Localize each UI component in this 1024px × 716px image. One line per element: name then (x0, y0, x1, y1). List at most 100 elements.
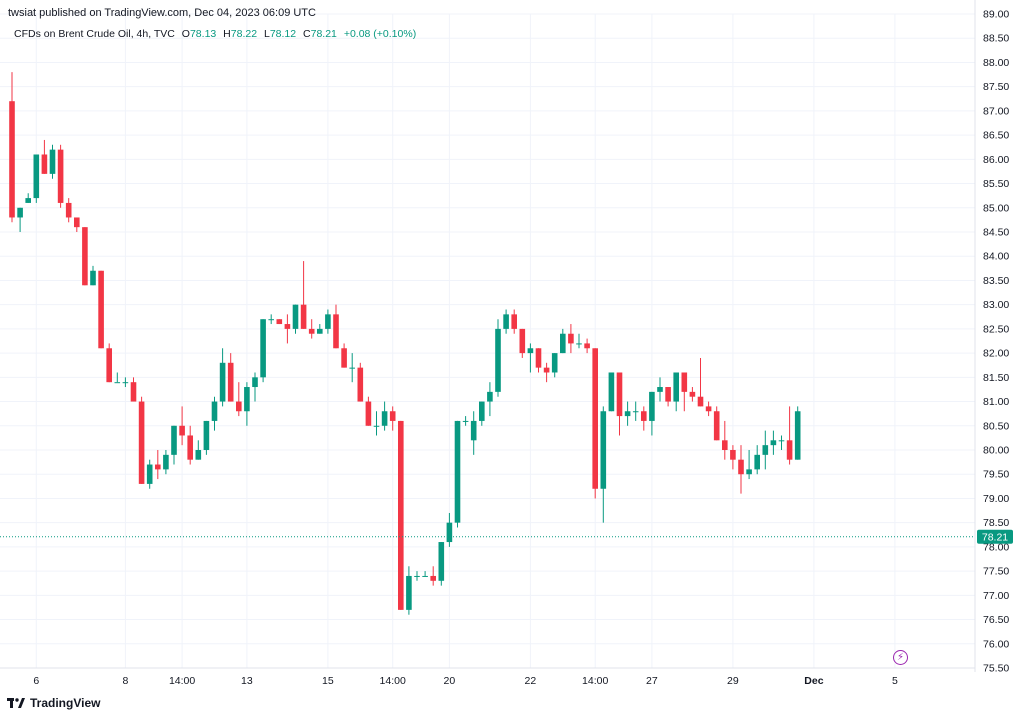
y-tick-label: 76.50 (983, 614, 1009, 626)
y-tick-label: 83.00 (983, 299, 1009, 311)
candle-body (689, 391, 696, 397)
x-tick-label: 8 (122, 675, 128, 687)
y-tick-label: 84.00 (983, 251, 1009, 263)
candle-body (616, 372, 623, 417)
candle-body (325, 314, 331, 329)
candle-body (268, 319, 274, 321)
candle-body (211, 401, 218, 421)
candle-body (568, 333, 574, 344)
close-label: C (303, 28, 311, 40)
y-tick-label: 76.00 (983, 638, 1009, 650)
candle-body (25, 198, 31, 203)
candle-body (470, 420, 477, 441)
y-tick-label: 81.00 (983, 396, 1009, 408)
candle-body (244, 387, 250, 412)
candle-body (584, 343, 590, 349)
candle-body (90, 270, 96, 286)
candle-body (146, 464, 153, 484)
candle-body (722, 440, 728, 450)
candle-body (754, 454, 760, 470)
candle-body (219, 362, 226, 402)
candle-body (357, 367, 364, 402)
x-tick-label: 14:00 (380, 675, 406, 687)
candle-body (373, 425, 380, 427)
candle-body (730, 450, 736, 460)
candle-body (349, 367, 355, 369)
y-tick-label: 85.50 (983, 178, 1009, 190)
x-tick-label: 6 (33, 675, 39, 687)
candle-body (179, 425, 185, 436)
low-label: L (263, 28, 270, 40)
tradingview-logo-icon (7, 698, 25, 708)
y-tick-label: 79.00 (983, 493, 1009, 505)
y-tick-label: 80.50 (983, 420, 1009, 432)
y-tick-label: 82.50 (983, 323, 1009, 335)
candle-body (195, 450, 202, 460)
symbol-name: CFDs on Brent Crude Oil, 4h, TVC (14, 28, 175, 40)
candle-body (114, 382, 121, 384)
candle-body (82, 227, 88, 286)
symbol-legend: CFDs on Brent Crude Oil, 4h, TVC O78.13 … (14, 28, 416, 40)
candle-body (333, 314, 339, 349)
candle-body (406, 575, 412, 610)
y-tick-label: 88.00 (983, 57, 1009, 69)
candle-body (454, 420, 461, 523)
candle-body (608, 372, 615, 412)
candle-body (770, 440, 777, 446)
last-price-label: 78.21 (982, 532, 1008, 544)
candle-body (300, 304, 307, 329)
candle-body (495, 328, 501, 392)
candle-body (227, 362, 234, 402)
candle-body (106, 348, 112, 383)
y-tick-label: 81.50 (983, 372, 1009, 384)
candle-body (155, 464, 161, 470)
candle-body (381, 411, 388, 426)
y-tick-label: 77.50 (983, 566, 1009, 578)
candle-body (657, 387, 663, 392)
brand-name: TradingView (30, 696, 101, 710)
candle-body (786, 440, 793, 460)
candle-body (519, 328, 526, 354)
candle-body (438, 542, 445, 581)
candle-body (705, 406, 712, 412)
last-price-badge (977, 529, 1013, 544)
candle-body (365, 401, 372, 426)
candle-body (665, 387, 671, 402)
candle-body (389, 411, 396, 421)
candle-body (41, 154, 48, 174)
candle-body (446, 522, 453, 543)
x-tick-label: Dec (804, 675, 823, 687)
candle-body (543, 367, 550, 373)
y-tick-label: 89.00 (983, 9, 1009, 21)
candle-body (778, 440, 785, 442)
open-label: O (181, 28, 190, 40)
candle-body (592, 348, 598, 489)
x-tick-label: 14:00 (169, 675, 195, 687)
candle-body (138, 401, 145, 484)
y-tick-label: 78.50 (983, 517, 1009, 529)
x-tick-label: 27 (646, 675, 658, 687)
change-value: +0.08 (+0.10%) (343, 28, 417, 40)
publisher-line: twsiat published on TradingView.com, Dec… (8, 7, 316, 19)
candle-body (57, 149, 64, 203)
candle-body (276, 319, 283, 325)
candle-body (430, 575, 436, 581)
x-tick-label: 14:00 (582, 675, 608, 687)
y-tick-label: 85.00 (983, 202, 1009, 214)
y-tick-label: 80.00 (983, 445, 1009, 457)
candle-body (236, 401, 242, 412)
candle-body (308, 328, 315, 334)
candle-body (65, 202, 72, 218)
candle-body (746, 469, 752, 475)
open-value: 78.13 (189, 28, 217, 40)
x-tick-label: 5 (892, 675, 898, 687)
candle-body (697, 396, 704, 407)
candle-body (414, 575, 420, 577)
y-tick-label: 86.00 (983, 154, 1009, 166)
candle-body (649, 391, 655, 421)
bolt-icon[interactable]: ⚡ (893, 650, 908, 665)
candle-body (422, 575, 428, 577)
tradingview-logo[interactable]: TradingView (7, 696, 100, 710)
candle-body (130, 382, 137, 402)
